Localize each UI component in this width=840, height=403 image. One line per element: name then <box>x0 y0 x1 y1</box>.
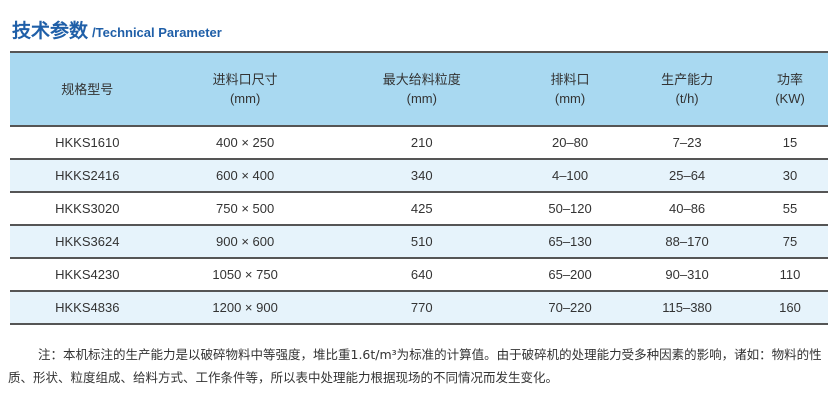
table-cell: 115–380 <box>622 291 752 325</box>
table-cell: 4–100 <box>517 159 623 193</box>
column-unit: (mm) <box>229 91 261 106</box>
title-cn: 技术参数 <box>12 20 89 42</box>
table-body: HKKS1610 400 × 250 210 20–80 7–23 15 HKKS2416 6… <box>10 126 828 325</box>
column-label: 功率 <box>776 72 803 87</box>
table-cell: 88–170 <box>622 225 752 259</box>
table-cell: 70–220 <box>517 291 623 325</box>
table-cell: 1200 × 900 <box>164 291 326 325</box>
table-cell: 7–23 <box>622 126 752 160</box>
table-cell: 30 <box>751 159 828 193</box>
table-cell: 50–120 <box>517 192 623 226</box>
table-cell: 210 <box>325 126 518 160</box>
table-cell: 425 <box>325 192 518 226</box>
table-cell: HKKS3020 <box>10 192 165 226</box>
table-cell: 510 <box>325 225 518 259</box>
table-cell: 40–86 <box>622 192 752 226</box>
parameter-table: 规格型号 进料口尺寸 (mm) 最大给料粒度 (mm) 排料口 (mm) 生产能力 (t/h) 功… <box>10 51 828 325</box>
table-cell: 25–64 <box>622 159 752 193</box>
column-unit: (KW) <box>775 91 805 106</box>
table-row: HKKS1610 400 × 250 210 20–80 7–23 15 <box>10 126 828 160</box>
table-cell: HKKS1610 <box>10 126 165 160</box>
table-header-row: 规格型号 进料口尺寸 (mm) 最大给料粒度 (mm) 排料口 (mm) 生产能力 (t/h) 功… <box>10 51 828 127</box>
table-row: HKKS3020 750 × 500 425 50–120 40–86 55 <box>10 192 828 226</box>
table-row: HKKS4230 1050 × 750 640 65–200 90–310 110 <box>10 258 828 292</box>
table-cell: 90–310 <box>622 258 752 292</box>
table-cell: 400 × 250 <box>164 126 326 160</box>
column-label: 最大给料粒度 <box>382 72 461 87</box>
table-row: HKKS2416 600 × 400 340 4–100 25–64 30 <box>10 159 828 193</box>
table-cell: 750 × 500 <box>164 192 326 226</box>
table-row: HKKS3624 900 × 600 510 65–130 88–170 75 <box>10 225 828 259</box>
table-cell: 65–130 <box>517 225 623 259</box>
table-cell: 55 <box>751 192 828 226</box>
table-row: HKKS4836 1200 × 900 770 70–220 115–380 160 <box>10 291 828 325</box>
table-cell: 900 × 600 <box>164 225 326 259</box>
column-unit: (mm) <box>554 91 586 106</box>
table-cell: 340 <box>325 159 518 193</box>
table-cell: 770 <box>325 291 518 325</box>
column-header: 规格型号 <box>10 51 165 127</box>
column-label: 排料口 <box>550 72 590 87</box>
table-cell: HKKS4836 <box>10 291 165 325</box>
column-header: 最大给料粒度 (mm) <box>325 51 518 127</box>
column-label: 进料口尺寸 <box>212 72 278 87</box>
column-label: 规格型号 <box>61 81 114 97</box>
column-unit: (mm) <box>406 91 437 106</box>
table-cell: 600 × 400 <box>164 159 326 193</box>
table-cell: 160 <box>751 291 828 325</box>
column-unit: (t/h) <box>675 91 699 106</box>
table-cell: 15 <box>751 126 828 160</box>
page-title: 技术参数/Technical Parameter <box>12 16 222 43</box>
table-cell: 1050 × 750 <box>164 258 326 292</box>
title-en: /Technical Parameter <box>92 25 222 40</box>
table-cell: 110 <box>751 258 828 292</box>
footnote: 注：本机标注的生产能力是以破碎物料中等强度，堆比重1.6t/m³为标准的计算值。… <box>8 347 822 385</box>
table-cell: 20–80 <box>517 126 623 160</box>
column-header: 进料口尺寸 (mm) <box>164 51 326 127</box>
table-cell: HKKS3624 <box>10 225 165 259</box>
column-header: 功率 (KW) <box>751 51 828 127</box>
table-cell: 640 <box>325 258 518 292</box>
column-header: 生产能力 (t/h) <box>622 51 752 127</box>
table-cell: HKKS4230 <box>10 258 165 292</box>
column-label: 生产能力 <box>661 72 714 87</box>
table-cell: 65–200 <box>517 258 623 292</box>
column-header: 排料口 (mm) <box>517 51 623 127</box>
table-cell: 75 <box>751 225 828 259</box>
table-cell: HKKS2416 <box>10 159 165 193</box>
